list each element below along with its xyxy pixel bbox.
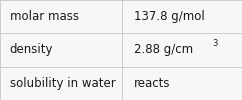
Text: density: density xyxy=(10,44,53,56)
Text: 3: 3 xyxy=(212,40,217,48)
Bar xyxy=(0,33,122,67)
Text: solubility in water: solubility in water xyxy=(10,77,115,90)
Bar xyxy=(0,67,122,100)
Text: 137.8 g/mol: 137.8 g/mol xyxy=(134,10,205,23)
Text: 2.88 g/cm: 2.88 g/cm xyxy=(134,44,193,56)
Bar xyxy=(0,0,122,33)
Bar xyxy=(122,0,242,33)
Bar xyxy=(122,67,242,100)
Text: molar mass: molar mass xyxy=(10,10,79,23)
Text: reacts: reacts xyxy=(134,77,171,90)
Bar xyxy=(122,33,242,67)
